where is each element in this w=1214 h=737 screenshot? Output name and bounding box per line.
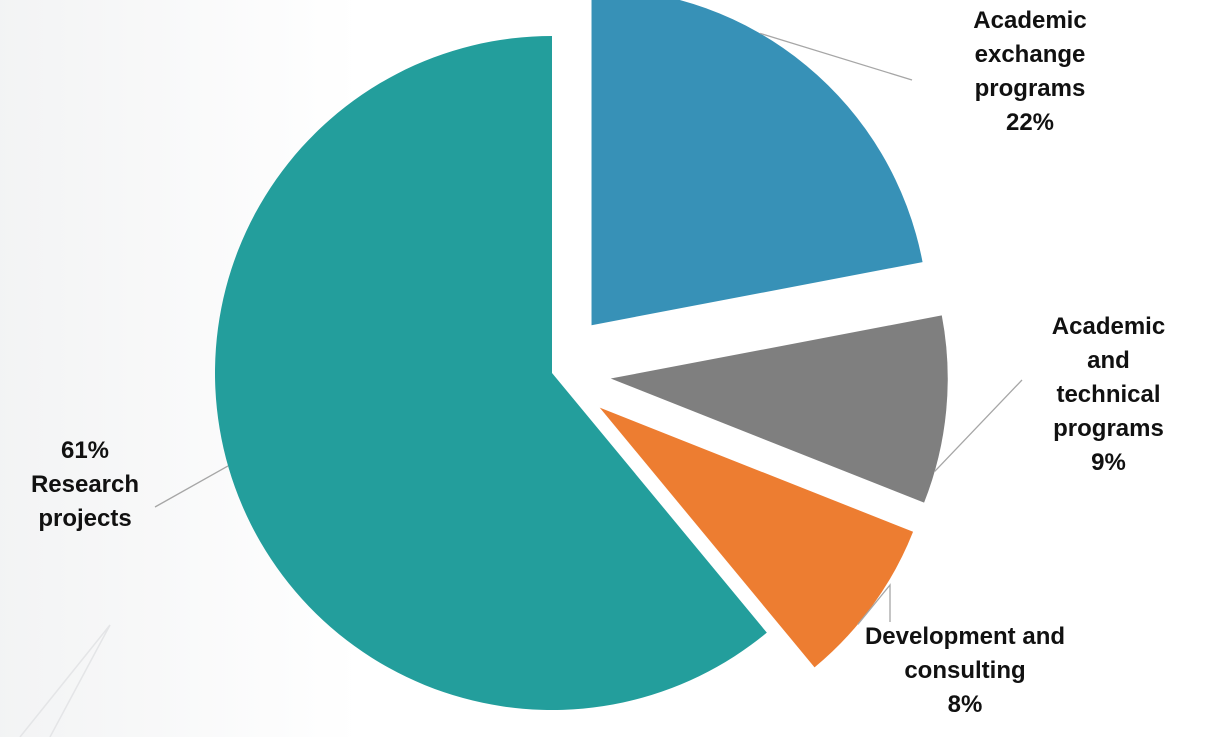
- pie-slice-research-projects: [214, 36, 767, 711]
- pie-slice-academic-technical: [610, 315, 948, 503]
- slice-label-development-consulting: Development and consulting 8%: [864, 623, 1066, 718]
- pie-slice-development-consulting: [599, 407, 914, 668]
- slice-label-academic-exchange: Academic exchange programs 22%: [973, 7, 1087, 136]
- leader-line-academic-technical: [934, 379, 1023, 472]
- pie-slice-academic-exchange: [591, 0, 923, 326]
- leader-line-research-projects: [154, 465, 229, 508]
- leader-line-academic-exchange: [759, 32, 913, 81]
- slice-label-academic-technical: Academic and technical programs 9%: [1051, 313, 1166, 476]
- leader-line-development-consulting: [857, 583, 891, 625]
- slice-label-research-projects: 61% Research projects: [30, 437, 140, 532]
